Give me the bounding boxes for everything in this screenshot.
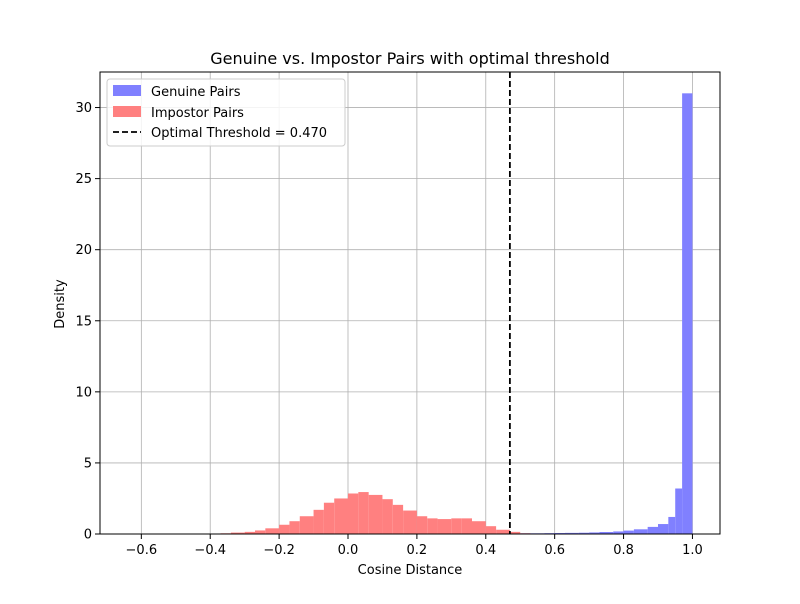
histogram-bar [334,498,348,534]
legend-swatch-impostor [113,106,141,117]
histogram-bar [279,525,289,534]
x-tick-label: 0.8 [613,543,634,558]
y-tick-label: 5 [84,456,92,471]
x-tick-label: −0.4 [194,543,226,558]
histogram-bar [289,521,299,534]
histogram-bar [348,493,358,534]
histogram-bar [486,526,496,534]
histogram-bar [255,530,265,534]
histogram-bar [393,505,403,534]
x-axis-label: Cosine Distance [358,563,463,578]
histogram-bar [682,93,692,534]
y-tick-label: 25 [75,172,92,187]
x-tick-label: −0.6 [126,543,158,558]
y-tick-label: 15 [75,314,92,329]
histogram-bar [462,518,472,534]
histogram-bar [417,516,427,534]
histogram-bar [624,531,634,534]
histogram-bar [324,503,334,534]
y-tick-label: 20 [75,243,92,258]
y-tick-label: 30 [75,101,92,116]
legend-label-impostor: Impostor Pairs [151,106,244,121]
x-tick-label: 0.6 [544,543,565,558]
histogram-bar [658,524,668,534]
histogram-bar [668,517,675,534]
histogram-bar [427,518,437,534]
legend: Genuine Pairs Impostor Pairs Optimal Thr… [107,79,345,146]
legend-label-threshold: Optimal Threshold = 0.470 [151,126,327,141]
chart-title: Genuine vs. Impostor Pairs with optimal … [210,49,609,68]
histogram-bar [265,528,279,534]
x-tick-label: 0.4 [475,543,496,558]
legend-swatch-genuine [113,85,141,96]
histogram-bar [648,527,658,534]
histogram-bar [369,495,383,534]
x-tick-label: 0.2 [407,543,428,558]
histogram-bar [314,510,324,534]
x-tick-label: 0.0 [338,543,359,558]
histogram-bar [496,530,510,534]
y-axis-label: Density [53,279,68,329]
histogram-bar [382,499,392,534]
histogram-bar [472,521,486,534]
x-tick-label: −0.2 [263,543,295,558]
histogram-bar [675,489,682,534]
x-tick-label: 1.0 [682,543,703,558]
y-tick-label: 10 [75,385,92,400]
histogram-bar [358,492,368,534]
histogram-bar [438,519,452,534]
legend-label-genuine: Genuine Pairs [151,85,241,100]
histogram-bar [300,516,314,534]
y-tick-label: 0 [84,528,92,543]
histogram-bar [403,511,417,534]
histogram-bar [451,518,461,534]
histogram-bar [634,529,648,534]
